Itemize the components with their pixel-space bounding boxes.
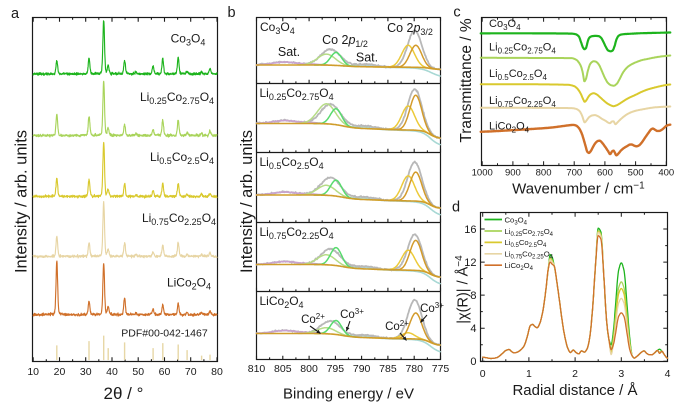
svg-text:810: 810	[248, 363, 266, 375]
svg-text:785: 785	[379, 363, 397, 375]
svg-text:LiCo2O4: LiCo2O4	[260, 294, 304, 310]
svg-text:Co3O4: Co3O4	[260, 20, 295, 36]
svg-text:700: 700	[566, 167, 582, 178]
svg-text:Transmittance / %: Transmittance / %	[458, 18, 475, 143]
svg-text:10: 10	[27, 366, 39, 378]
svg-text:8: 8	[470, 290, 476, 302]
svg-text:LiCo2O4: LiCo2O4	[167, 276, 211, 292]
svg-text:Li0.5Co2.5O4: Li0.5Co2.5O4	[489, 68, 547, 82]
svg-text:0: 0	[470, 356, 476, 368]
svg-text:Intensity / arb. units: Intensity / arb. units	[238, 130, 256, 273]
svg-text:a: a	[11, 6, 20, 22]
svg-text:900: 900	[505, 167, 521, 178]
svg-text:Li0.5Co2.5O4: Li0.5Co2.5O4	[150, 150, 214, 166]
svg-text:Sat.: Sat.	[356, 51, 378, 65]
svg-text:30: 30	[80, 366, 92, 378]
svg-text:805: 805	[274, 363, 292, 375]
svg-text:Wavenumber / cm−1: Wavenumber / cm−1	[512, 181, 645, 198]
svg-text:Co3O4: Co3O4	[505, 215, 528, 226]
svg-text:Li0.25Co2.75O4: Li0.25Co2.75O4	[505, 227, 554, 238]
svg-text:400: 400	[658, 167, 674, 178]
svg-text:3: 3	[618, 368, 624, 380]
svg-text:c: c	[453, 5, 460, 21]
svg-text:800: 800	[300, 363, 318, 375]
svg-text:70: 70	[185, 366, 197, 378]
svg-text:Intensity / arb. units: Intensity / arb. units	[13, 130, 31, 273]
svg-text:Co2+: Co2+	[385, 319, 409, 333]
svg-text:12: 12	[464, 257, 476, 269]
svg-text:Co3O4: Co3O4	[489, 18, 521, 32]
svg-text:Li0.25Co2.75O4: Li0.25Co2.75O4	[140, 90, 214, 106]
svg-text:795: 795	[327, 363, 345, 375]
svg-text:Sat.: Sat.	[278, 45, 300, 59]
svg-text:775: 775	[432, 363, 450, 375]
svg-text:Li0.5Co2.5O4: Li0.5Co2.5O4	[260, 155, 324, 171]
svg-text:PDF#00-042-1467: PDF#00-042-1467	[121, 328, 208, 340]
svg-text:50: 50	[132, 366, 144, 378]
svg-text:Li0.25Co2.75O4: Li0.25Co2.75O4	[260, 86, 334, 102]
svg-text:500: 500	[628, 167, 644, 178]
svg-text:800: 800	[536, 167, 552, 178]
svg-text:4: 4	[470, 323, 476, 335]
svg-text:Co 2p1/2: Co 2p1/2	[322, 33, 368, 49]
svg-text:40: 40	[106, 366, 118, 378]
svg-text:16: 16	[464, 224, 476, 236]
svg-text:LiCo2O4: LiCo2O4	[505, 261, 534, 272]
svg-text:|χ(R)| / Å−4: |χ(R)| / Å−4	[454, 255, 472, 324]
svg-text:d: d	[452, 200, 460, 216]
svg-text:LiCo2O4: LiCo2O4	[489, 121, 530, 135]
svg-text:Co 2p3/2: Co 2p3/2	[387, 21, 433, 37]
svg-text:0: 0	[480, 368, 486, 380]
svg-text:b: b	[227, 5, 235, 21]
svg-text:Li0.75Co2.25O4: Li0.75Co2.25O4	[505, 250, 554, 261]
svg-text:Co3O4: Co3O4	[171, 32, 206, 48]
svg-text:790: 790	[353, 363, 371, 375]
svg-text:60: 60	[159, 366, 171, 378]
svg-text:4: 4	[665, 368, 671, 380]
svg-text:600: 600	[597, 167, 613, 178]
svg-text:Li0.75Co2.25O4: Li0.75Co2.25O4	[260, 225, 334, 241]
svg-text:2θ / °: 2θ / °	[104, 384, 144, 403]
svg-text:780: 780	[405, 363, 423, 375]
svg-text:Li0.25Co2.75O4: Li0.25Co2.75O4	[489, 42, 556, 56]
svg-text:Co3+: Co3+	[340, 307, 364, 321]
svg-text:Li0.75Co2.25O4: Li0.75Co2.25O4	[142, 211, 216, 227]
svg-text:2: 2	[572, 368, 578, 380]
svg-text:Binding energy / eV: Binding energy / eV	[283, 386, 414, 403]
svg-text:Li0.75Co2.25O4: Li0.75Co2.25O4	[489, 95, 556, 109]
svg-text:1000: 1000	[472, 167, 493, 178]
svg-text:Li0.5Co2.5O4: Li0.5Co2.5O4	[505, 238, 547, 249]
svg-text:20: 20	[54, 366, 66, 378]
svg-text:Radial distance / Å: Radial distance / Å	[512, 382, 637, 399]
svg-text:80: 80	[211, 366, 223, 378]
svg-text:1: 1	[526, 368, 532, 380]
